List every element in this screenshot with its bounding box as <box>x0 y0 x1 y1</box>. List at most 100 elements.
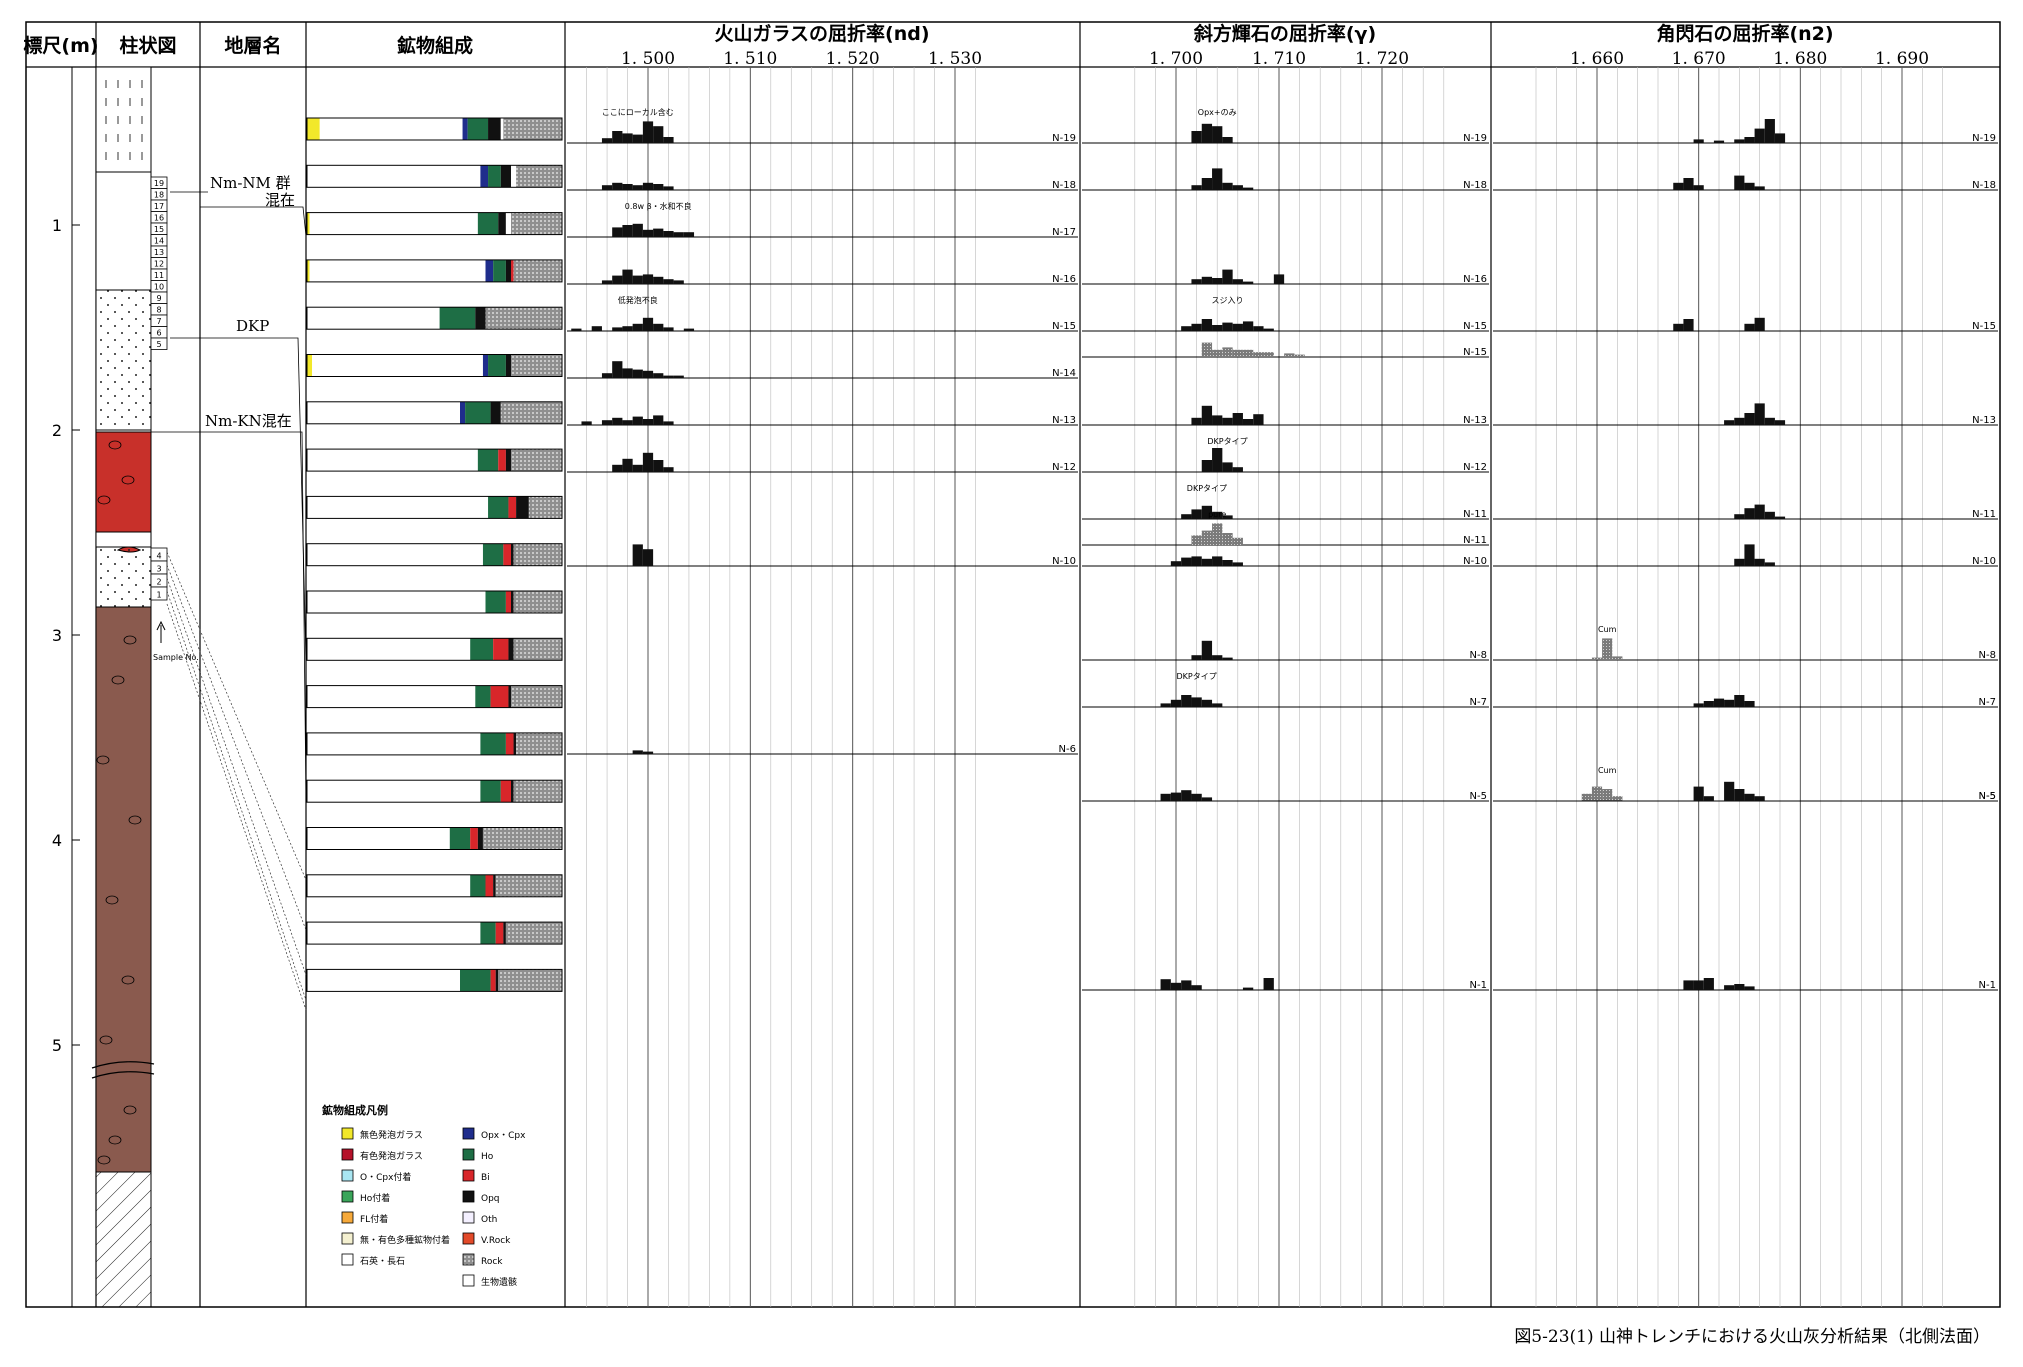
row-label: N-19 <box>1052 133 1076 144</box>
histogram-bar <box>1222 417 1233 425</box>
histogram-bar <box>1181 695 1192 707</box>
histogram-bar <box>1201 530 1213 545</box>
mineral-bar-frame <box>306 495 563 519</box>
mineral-composition-bars <box>306 117 563 992</box>
histogram-bar <box>1181 514 1192 519</box>
strata-nm-nm-line1: Nm-NM 群 <box>210 174 291 192</box>
gravel <box>128 815 142 825</box>
histogram-bar <box>1744 182 1755 190</box>
histogram-bar <box>663 231 674 237</box>
header-strata: 地層名 <box>224 34 281 57</box>
x-tick-label: 1. 680 <box>1773 49 1827 69</box>
strata-names: Nm-NM 群 混在 DKP Nm-KN混在 <box>151 174 307 1011</box>
gravel <box>123 635 137 645</box>
histogram-bar <box>1744 793 1755 801</box>
histogram-bar <box>683 328 695 331</box>
histogram-bar <box>612 227 623 237</box>
x-tick-label: 1. 700 <box>1149 49 1203 69</box>
legend-label: Ho <box>481 1152 494 1162</box>
row-label: N-1 <box>1470 980 1487 991</box>
histogram-bar <box>1693 703 1704 707</box>
row-label: N-19 <box>1463 133 1487 144</box>
mineral-segment <box>500 780 511 803</box>
legend-swatch <box>341 1148 354 1161</box>
mineral-segment <box>498 969 562 992</box>
mineral-segment <box>490 969 496 992</box>
sample-box-label: 8 <box>156 306 161 315</box>
mineral-segment <box>493 638 509 661</box>
mineral-bar-frame <box>306 921 563 945</box>
strata-nm-nm-line2: 混在 <box>265 191 295 209</box>
legend-swatch <box>341 1211 354 1224</box>
histogram-bar <box>1734 558 1745 566</box>
histogram-bar <box>1232 349 1243 357</box>
x-tick-label: 1. 510 <box>723 49 777 69</box>
histogram-bar <box>1683 178 1694 190</box>
mineral-segment <box>505 449 511 472</box>
histogram-bar <box>1253 326 1264 331</box>
histogram-bar <box>1232 562 1243 566</box>
histogram-bar <box>1744 986 1755 990</box>
mineral-segment <box>480 732 506 755</box>
sample-box-label: 13 <box>154 248 164 257</box>
mineral-segment <box>307 780 481 803</box>
sample-arrow-head <box>156 620 166 631</box>
mineral-segment <box>312 354 483 377</box>
histogram-bar <box>663 421 674 425</box>
mineral-segment <box>505 354 511 377</box>
mineral-segment <box>500 401 562 424</box>
histogram-bar <box>1191 131 1202 143</box>
histogram-bar <box>1764 119 1775 143</box>
histogram-bar <box>1201 319 1213 331</box>
legend-swatch <box>462 1190 475 1203</box>
histogram-bar <box>612 464 623 472</box>
histogram-bar <box>1181 980 1192 990</box>
sample-box-label: 16 <box>154 214 164 223</box>
histogram-bar <box>1734 789 1745 801</box>
histogram-bar <box>663 186 674 190</box>
legend-swatch <box>341 1232 354 1245</box>
legend-label: Ho付着 <box>360 1192 390 1204</box>
histogram-bar <box>642 549 654 566</box>
mineral-bar-frame <box>306 117 563 141</box>
mineral-bar-frame <box>306 259 563 283</box>
histogram-bar <box>1724 985 1735 990</box>
histogram-bar <box>622 133 633 143</box>
histogram-bar <box>642 317 654 331</box>
histogram-bar <box>622 420 633 425</box>
mineral-segment <box>439 307 476 330</box>
mineral-segment <box>488 165 501 188</box>
histogram-bar <box>1693 139 1704 143</box>
mineral-segment <box>307 165 481 188</box>
legend-label: V.Rock <box>481 1236 511 1246</box>
strata-dkp: DKP <box>236 317 269 335</box>
header-opx: 斜方輝石の屈折率(γ) <box>1193 22 1376 45</box>
histogram-bar <box>1263 978 1274 990</box>
mineral-bar-frame <box>306 448 563 472</box>
mineral-segment <box>513 638 562 661</box>
histogram-bar <box>1673 182 1684 190</box>
histogram-bar <box>1212 325 1223 331</box>
mineral-segment <box>493 259 506 282</box>
mineral-segment <box>505 212 511 235</box>
gravel <box>97 1155 111 1165</box>
row-note: スジ入り <box>1212 296 1244 305</box>
mineral-segment <box>516 496 529 519</box>
row-label: N-11 <box>1972 509 1996 520</box>
histogram-bar <box>632 544 643 566</box>
histogram-bar <box>653 323 664 331</box>
histogram-bar <box>1160 703 1171 707</box>
histogram-bar <box>1222 182 1233 190</box>
gravel <box>108 1135 122 1145</box>
row-note: Cum <box>1598 766 1617 775</box>
histogram-bar <box>612 131 623 143</box>
row-label: N-16 <box>1052 274 1076 285</box>
histogram-bar <box>622 368 633 378</box>
mineral-segment <box>307 732 481 755</box>
histogram-bar <box>632 134 643 143</box>
legend-swatch <box>341 1169 354 1182</box>
histogram-bar <box>1191 556 1202 566</box>
histogram-bar <box>1242 187 1254 190</box>
legend-swatch <box>341 1190 354 1203</box>
mineral-segment <box>307 401 460 424</box>
